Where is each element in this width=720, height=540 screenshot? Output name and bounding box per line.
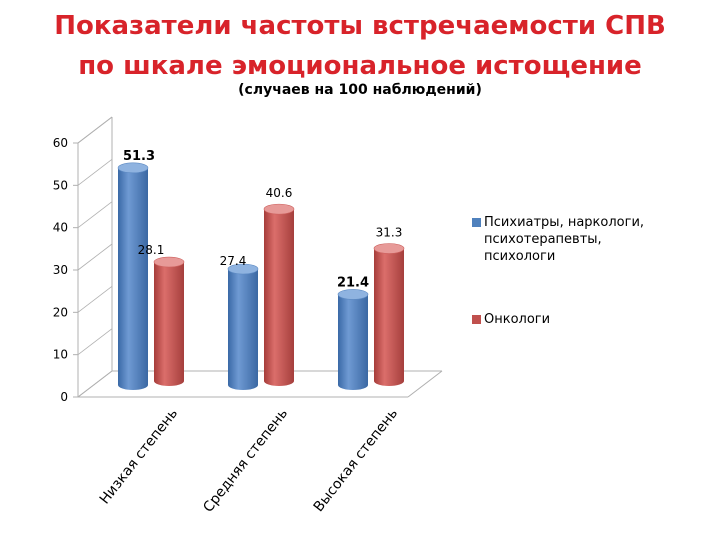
data-label-2-3: 31.3 <box>376 225 403 239</box>
data-label-1-2: 27.4 <box>220 254 247 268</box>
bar-1-2 <box>228 269 258 390</box>
y-tick-diagonal <box>77 286 113 313</box>
legend-item-series-2: Онкологи <box>472 311 712 328</box>
title-line-1: Показатели частоты встречаемости СПВ <box>54 11 666 41</box>
bar-top-1-2 <box>227 263 259 275</box>
chart-title: Показатели частоты встречаемости СПВ по … <box>0 6 720 86</box>
bar-2-1 <box>154 262 184 386</box>
bar-top-2-3 <box>373 243 405 254</box>
y-tick-diagonal <box>77 328 113 355</box>
data-label-2-2: 40.6 <box>266 186 293 200</box>
x-category-label-1: Низкая степень <box>97 406 181 508</box>
x-category-label-2: Средняя степень <box>200 406 291 516</box>
legend-label-series-2: Онкологи <box>484 312 551 327</box>
y-tick-label: 60 <box>53 136 68 150</box>
data-label-2-1: 28.1 <box>138 243 165 257</box>
y-tick-diagonal <box>77 201 113 228</box>
bar-1-3 <box>338 294 368 390</box>
y-tick-label: 20 <box>53 305 68 319</box>
bar-top-2-2 <box>263 203 295 215</box>
legend-swatch-series-2 <box>472 315 481 324</box>
y-tick-label: 0 <box>60 390 68 404</box>
bar-2-3 <box>374 248 404 386</box>
legend: Психиатры, наркологи, психотерапевты, пс… <box>472 214 712 328</box>
y-tick-diagonal <box>77 159 113 186</box>
y-tick-diagonal <box>77 370 113 398</box>
y-tick-diagonal <box>77 243 113 271</box>
bar-1-1 <box>118 167 148 390</box>
data-label-1-3: 21.4 <box>337 275 369 290</box>
data-label-1-1: 51.3 <box>123 149 155 164</box>
y-tick-label: 30 <box>53 263 68 277</box>
legend-item-series-1: Психиатры, наркологи, психотерапевты, пс… <box>472 214 712 265</box>
bar-2-2 <box>264 209 294 386</box>
y-tick-label: 40 <box>53 221 68 235</box>
bar-top-1-1 <box>117 162 149 174</box>
legend-swatch-series-1 <box>472 218 481 227</box>
legend-label-series-1: Психиатры, наркологи, психотерапевты, пс… <box>484 215 645 264</box>
chart-subtitle: (случаев на 100 наблюдений) <box>238 82 482 98</box>
bar-top-2-1 <box>153 256 185 268</box>
y-tick-label: 10 <box>53 348 68 362</box>
y-tick-label: 50 <box>53 178 68 192</box>
y-tick-diagonal <box>77 116 113 144</box>
x-category-label-3: Высокая степень <box>311 406 401 516</box>
bar-top-1-3 <box>337 289 369 300</box>
title-line-2: по шкале эмоциональное истощение <box>78 51 642 81</box>
